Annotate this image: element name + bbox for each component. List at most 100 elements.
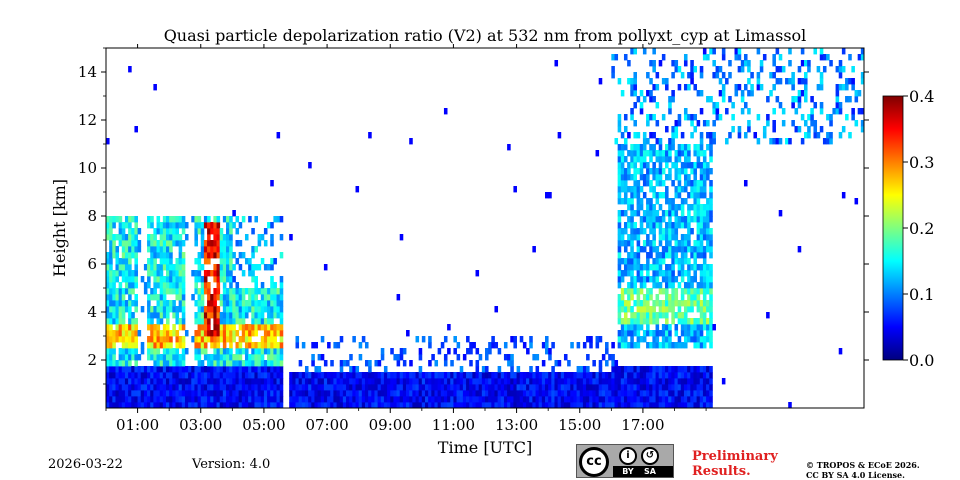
heatmap-cell [630,288,634,295]
heatmap-cell [639,108,644,115]
heatmap-cell [121,384,126,391]
heatmap-cell [665,288,669,295]
heatmap-cell [169,216,173,223]
heatmap-cell [674,378,679,385]
heatmap-cell [554,390,559,397]
heatmap-cell [219,396,224,403]
heatmap-cell [118,282,123,289]
heatmap-cell [147,234,151,241]
heatmap-cell [728,132,732,139]
heatmap-cell [582,396,587,403]
heatmap-cell [646,114,650,121]
heatmap-cell [118,258,123,265]
heatmap-cell [128,252,132,259]
heatmap-cell [513,396,517,403]
heatmap-cell [203,246,208,253]
heatmap-cell [693,180,698,187]
heatmap-cell [658,216,663,223]
heatmap-cell [106,402,110,409]
heatmap-cell [668,264,672,271]
heatmap-cell [497,390,502,397]
heatmap-cell [134,354,138,361]
heatmap-cell [121,246,126,253]
heatmap-cell [169,390,173,397]
heatmap-cell [235,330,240,337]
heatmap-cell [623,318,628,325]
heatmap-cell [390,396,394,403]
heatmap-cell [421,336,426,343]
heatmap-cell [276,132,281,139]
heatmap-cell [456,396,461,403]
heatmap-cell [677,192,682,199]
cc-license-badge[interactable]: cc i ↺ BY SA [576,444,674,478]
heatmap-cell [819,78,824,85]
heatmap-cell [453,390,457,397]
heatmap-cell [819,126,824,133]
heatmap-cell [424,378,429,385]
heatmap-cell [162,384,167,391]
heatmap-cell [665,312,669,319]
heatmap-cell [680,216,685,223]
heatmap-cell [210,390,214,397]
heatmap-cell [248,390,252,397]
heatmap-cell [683,246,688,253]
heatmap-cell [655,222,660,229]
heatmap-cell [153,354,157,361]
heatmap-cell [238,384,243,391]
heatmap-cell [630,294,634,301]
heatmap-cell [210,270,214,277]
heatmap-cell [687,216,691,223]
heatmap-cell [563,354,568,361]
heatmap-cell [747,120,751,127]
heatmap-cell [399,372,404,379]
heatmap-cell [150,294,154,301]
heatmap-cell [826,132,830,139]
heatmap-cell [232,252,236,259]
heatmap-cell [295,396,300,403]
heatmap-cell [541,378,546,385]
heatmap-cell [159,270,164,277]
heatmap-cell [857,108,862,115]
heatmap-cell [712,108,716,115]
heatmap-cell [232,336,236,343]
heatmap-cell [617,198,622,205]
heatmap-cell [696,384,701,391]
heatmap-cell [229,402,233,409]
heatmap-cell [462,378,467,385]
heatmap-cell [207,396,211,403]
heatmap-cell [715,114,720,121]
heatmap-cell [128,216,132,223]
heatmap-cell [229,318,233,325]
heatmap-cell [848,54,852,61]
heatmap-cell [387,378,391,385]
heatmap-cell [649,144,653,151]
heatmap-cell [159,306,164,313]
heatmap-cell [115,246,120,253]
heatmap-cell [406,330,410,337]
heatmap-cell [699,330,704,337]
heatmap-cell [642,396,647,403]
heatmap-cell [200,240,205,247]
heatmap-cell [649,60,653,67]
heatmap-cell [762,54,767,61]
heatmap-cell [172,348,176,355]
heatmap-cell [658,204,663,211]
heatmap-cell [829,114,833,121]
heatmap-cell [709,240,713,247]
heatmap-cell [665,84,669,91]
heatmap-cell [665,150,669,157]
heatmap-cell [260,324,265,331]
heatmap-cell [166,366,170,373]
heatmap-cell [706,216,710,223]
heatmap-cell [756,72,761,79]
heatmap-cell [674,312,679,319]
heatmap-cell [244,372,249,379]
heatmap-cell [665,78,669,85]
heatmap-cell [478,378,483,385]
heatmap-cell [668,96,672,103]
heatmap-cell [118,360,123,367]
heatmap-cell [788,78,792,85]
heatmap-cell [838,72,843,79]
heatmap-cell [529,390,533,397]
heatmap-cell [207,330,211,337]
